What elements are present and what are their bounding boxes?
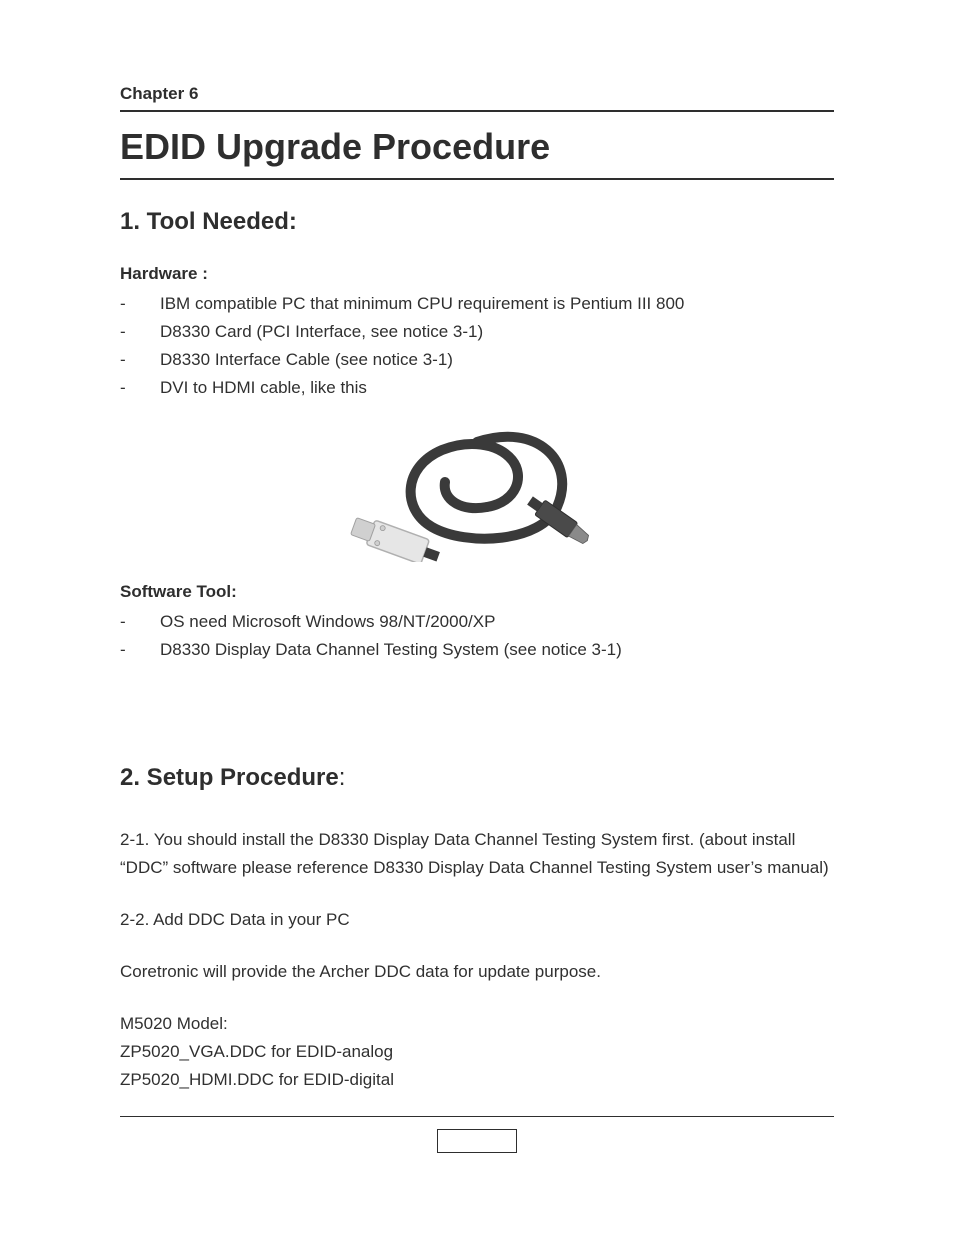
dash-bullet: - — [120, 374, 160, 402]
hardware-subheading: Hardware : — [120, 264, 834, 284]
page-number-box — [437, 1129, 517, 1153]
dash-bullet: - — [120, 290, 160, 318]
paragraph-2-2: 2-2. Add DDC Data in your PC — [120, 906, 834, 934]
list-item: - DVI to HDMI cable, like this — [120, 374, 834, 402]
dash-bullet: - — [120, 346, 160, 374]
rule-bottom — [120, 1116, 834, 1117]
list-item-text: DVI to HDMI cable, like this — [160, 374, 367, 402]
rule-under-title — [120, 178, 834, 180]
cable-figure — [120, 412, 834, 562]
rule-top — [120, 110, 834, 112]
list-item: - IBM compatible PC that minimum CPU req… — [120, 290, 834, 318]
list-item-text: D8330 Display Data Channel Testing Syste… — [160, 636, 622, 664]
list-item-text: D8330 Card (PCI Interface, see notice 3-… — [160, 318, 483, 346]
paragraph-model-line-3: ZP5020_HDMI.DDC for EDID-digital — [120, 1066, 834, 1094]
dash-bullet: - — [120, 318, 160, 346]
dash-bullet: - — [120, 608, 160, 636]
section-2-heading-text: 2. Setup Procedure — [120, 764, 339, 791]
section-1-heading: 1. Tool Needed: — [120, 208, 834, 236]
list-item: - OS need Microsoft Windows 98/NT/2000/X… — [120, 608, 834, 636]
section-2-heading-colon: : — [339, 764, 346, 791]
cable-icon — [347, 412, 607, 562]
paragraph-2-1: 2-1. You should install the D8330 Displa… — [120, 826, 834, 882]
section-2-heading: 2. Setup Procedure: — [120, 764, 834, 792]
chapter-label: Chapter 6 — [120, 84, 834, 104]
paragraph-provider: Coretronic will provide the Archer DDC d… — [120, 958, 834, 986]
list-item-text: OS need Microsoft Windows 98/NT/2000/XP — [160, 608, 495, 636]
list-item-text: IBM compatible PC that minimum CPU requi… — [160, 290, 684, 318]
document-page: Chapter 6 EDID Upgrade Procedure 1. Tool… — [0, 0, 954, 1235]
software-list: - OS need Microsoft Windows 98/NT/2000/X… — [120, 608, 834, 664]
list-item-text: D8330 Interface Cable (see notice 3-1) — [160, 346, 453, 374]
dash-bullet: - — [120, 636, 160, 664]
paragraph-model-line-2: ZP5020_VGA.DDC for EDID-analog — [120, 1038, 834, 1066]
software-subheading: Software Tool: — [120, 582, 834, 602]
list-item: - D8330 Display Data Channel Testing Sys… — [120, 636, 834, 664]
page-title: EDID Upgrade Procedure — [120, 126, 834, 168]
paragraph-model-line-1: M5020 Model: — [120, 1010, 834, 1038]
list-item: - D8330 Interface Cable (see notice 3-1) — [120, 346, 834, 374]
hardware-list: - IBM compatible PC that minimum CPU req… — [120, 290, 834, 402]
list-item: - D8330 Card (PCI Interface, see notice … — [120, 318, 834, 346]
